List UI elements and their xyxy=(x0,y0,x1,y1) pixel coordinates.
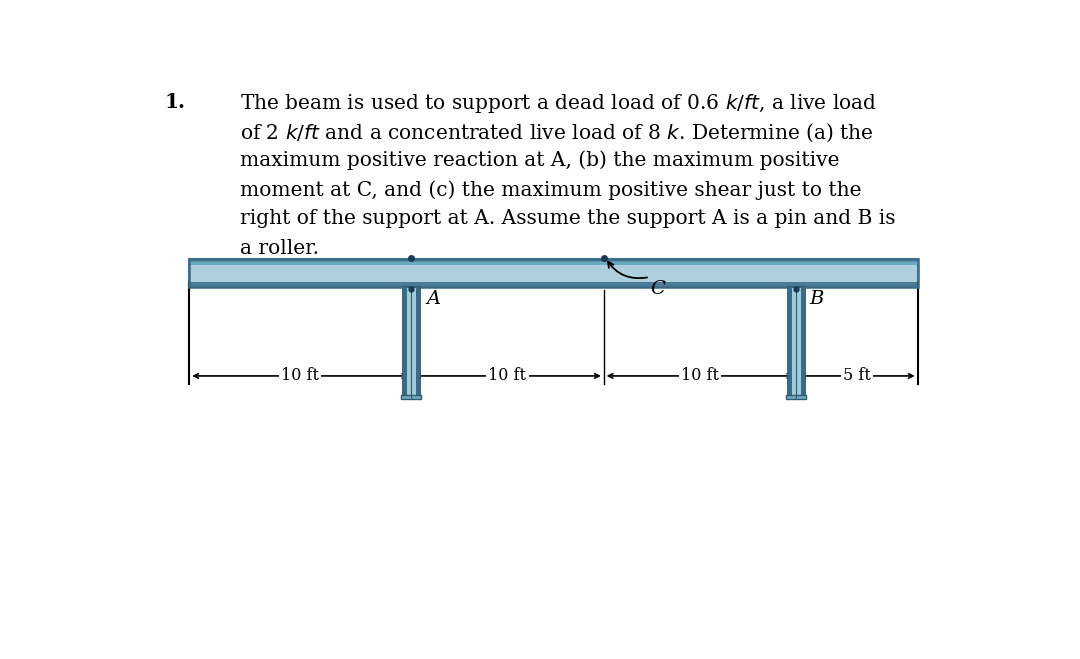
Text: right of the support at A. Assume the support A is a pin and B is: right of the support at A. Assume the su… xyxy=(240,210,895,229)
Text: A: A xyxy=(427,290,441,308)
Bar xyxy=(401,395,421,399)
Bar xyxy=(189,281,918,287)
Text: 10 ft: 10 ft xyxy=(681,368,719,384)
Bar xyxy=(189,259,918,265)
Bar xyxy=(788,287,805,399)
Text: B: B xyxy=(810,290,824,308)
Text: 1.: 1. xyxy=(164,92,186,112)
Bar xyxy=(788,287,792,399)
Text: 10 ft: 10 ft xyxy=(488,368,526,384)
Bar xyxy=(786,395,807,399)
Text: moment at C, and (c) the maximum positive shear just to the: moment at C, and (c) the maximum positiv… xyxy=(240,180,861,200)
Bar xyxy=(416,287,419,399)
Bar xyxy=(403,287,406,399)
Text: maximum positive reaction at A, (b) the maximum positive: maximum positive reaction at A, (b) the … xyxy=(240,151,839,170)
Bar xyxy=(189,259,918,287)
Bar xyxy=(189,259,918,262)
Bar xyxy=(801,287,805,399)
Text: The beam is used to support a dead load of 0.6 $k/ft$, a live load: The beam is used to support a dead load … xyxy=(240,92,877,115)
Text: 5 ft: 5 ft xyxy=(843,368,870,384)
Text: of 2 $k/ft$ and a concentrated live load of 8 $k$. Determine (a) the: of 2 $k/ft$ and a concentrated live load… xyxy=(240,121,873,144)
FancyBboxPatch shape xyxy=(189,259,918,287)
Text: a roller.: a roller. xyxy=(240,239,319,258)
Text: 10 ft: 10 ft xyxy=(281,368,320,384)
Text: C: C xyxy=(650,279,664,297)
Bar xyxy=(403,287,420,399)
